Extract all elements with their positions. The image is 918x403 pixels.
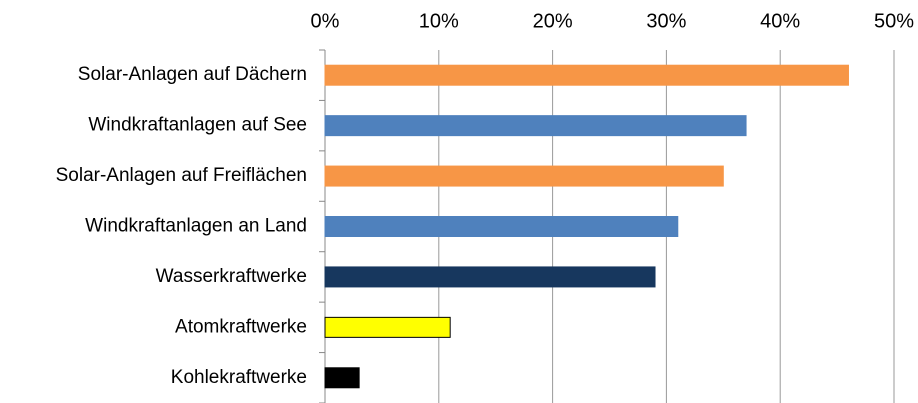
y-tick-label: Solar-Anlagen auf Freiflächen (56, 165, 307, 186)
x-tick-label: 50% (874, 10, 914, 32)
bar (324, 367, 360, 389)
y-tick-label: Solar-Anlagen auf Dächern (78, 64, 307, 85)
y-tick-label: Windkraftanlagen auf See (88, 115, 307, 136)
bar (324, 216, 679, 237)
bar (324, 115, 747, 137)
y-tick-label: Wasserkraftwerke (156, 266, 307, 287)
bar (324, 266, 656, 288)
bar (324, 316, 451, 338)
x-tick-label: 40% (760, 10, 800, 32)
x-tick-label: 10% (419, 10, 459, 32)
x-tick-label: 30% (646, 10, 686, 32)
x-tick-label: 20% (533, 10, 573, 32)
bar (324, 64, 849, 86)
y-tick-label: Atomkraftwerke (175, 316, 307, 337)
y-tick-label: Kohlekraftwerke (171, 367, 307, 388)
y-tick-label: Windkraftanlagen an Land (85, 216, 307, 237)
bar (324, 165, 724, 187)
x-tick-label: 0% (311, 10, 340, 32)
